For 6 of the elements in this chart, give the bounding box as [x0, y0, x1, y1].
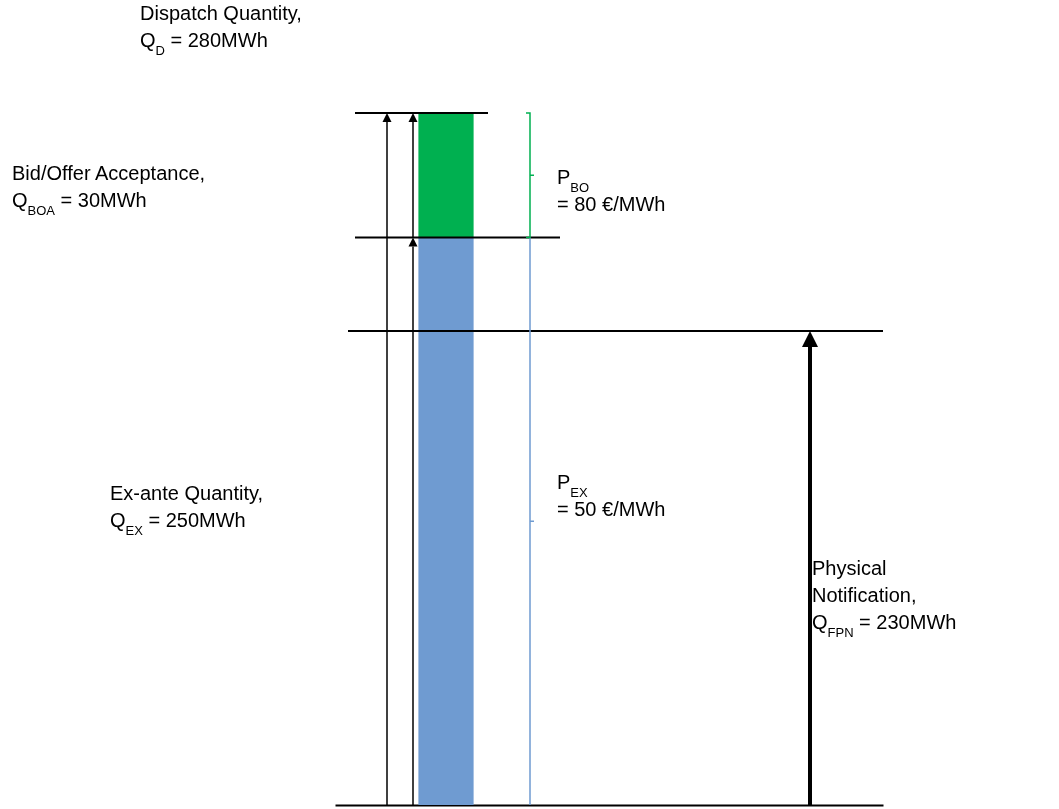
text: Dispatch Quantity, Q$_{D}$ = 280MWh [140, 2, 302, 58]
text: Physical Notification, Q$_{FPN}$ = 230MWh [812, 557, 957, 640]
text: P$_{BO}$ = 80 €/MWh [557, 166, 666, 215]
text: P$_{EX}$ = 50 €/MWh [557, 471, 666, 520]
text: Ex-ante Quantity, Q$_{EX}$ = 250MWh [110, 482, 264, 538]
text: Bid/Offer Acceptance, Q$_{BOA}$ = 30MWh [12, 162, 206, 218]
